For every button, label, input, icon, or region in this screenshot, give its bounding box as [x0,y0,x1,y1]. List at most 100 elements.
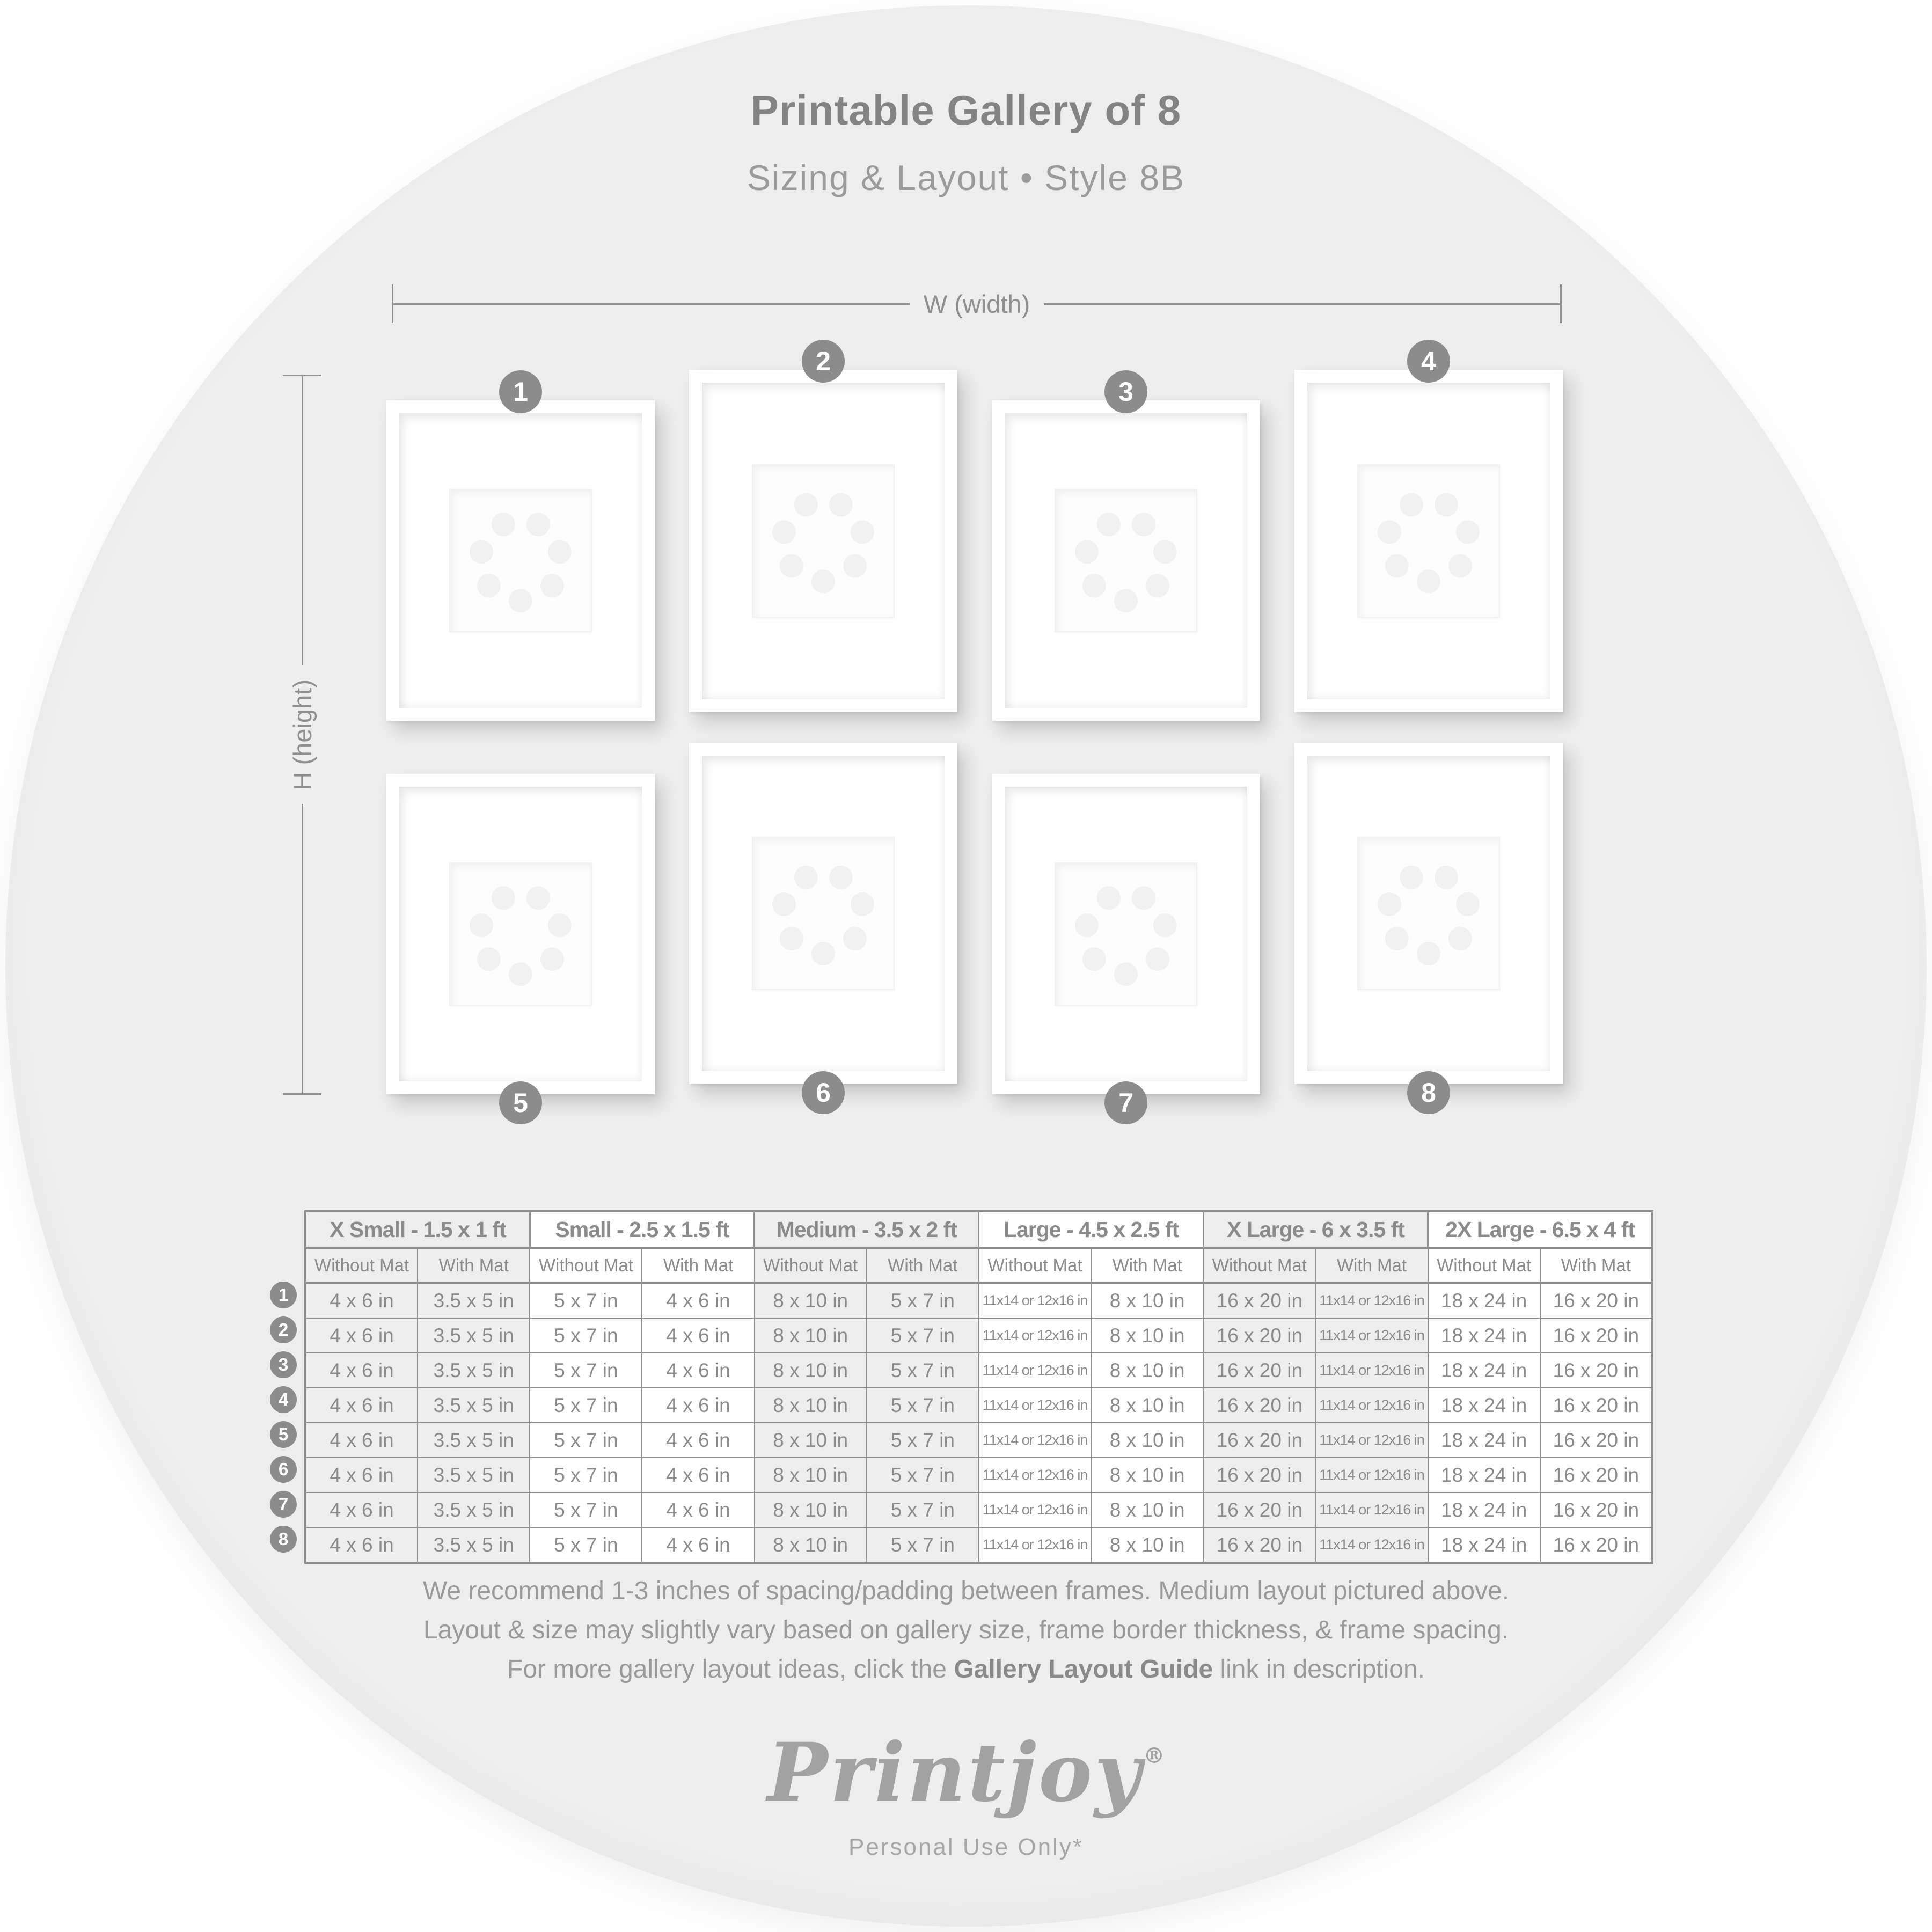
size-cell: 5 x 7 in [529,1352,643,1388]
row-number-badge: 2 [270,1316,297,1343]
placeholder-dot [1082,574,1107,598]
placeholder-dot [1377,520,1401,544]
row-number-badge: 6 [270,1456,297,1483]
placeholder-dot [829,493,853,517]
size-cell: 16 x 20 in [1203,1282,1316,1319]
placeholder-dot [548,913,572,937]
footer-line-3: For more gallery layout ideas, click the… [0,1650,1932,1689]
dimension-line-segment [393,303,910,305]
subheader-with-mat: With Mat [1091,1247,1204,1284]
placeholder-dot [509,589,532,613]
frame-artwork-area [751,836,895,991]
size-cell: 11x14 or 12x16 in [1315,1422,1429,1458]
size-cell: 11x14 or 12x16 in [978,1352,1092,1388]
page-title: Printable Gallery of 8 [750,86,1182,134]
placeholder-dot [811,569,835,593]
subheader-with-mat: With Mat [1315,1247,1429,1284]
placeholder-dot [477,574,501,598]
size-cell: 8 x 10 in [753,1492,867,1528]
row-number-badge: 3 [270,1351,297,1378]
size-cell: 18 x 24 in [1427,1422,1541,1458]
size-cell: 4 x 6 in [641,1318,755,1353]
size-cell: 16 x 20 in [1203,1318,1316,1353]
placeholder-dot [1399,493,1423,517]
size-cell: 4 x 6 in [304,1422,419,1458]
row-number-badge: 4 [270,1386,297,1413]
size-cell: 16 x 20 in [1539,1352,1653,1388]
placeholder-dot [851,520,875,544]
frame-mat [1005,413,1247,708]
size-cell: 16 x 20 in [1539,1387,1653,1423]
placeholder-dot [1448,926,1472,950]
frame-artwork-area [1357,836,1501,991]
size-cell: 5 x 7 in [866,1282,979,1319]
size-cell: 4 x 6 in [641,1492,755,1528]
size-cell: 11x14 or 12x16 in [1315,1492,1429,1528]
dimension-line-segment [301,804,303,1094]
size-cell: 16 x 20 in [1539,1492,1653,1528]
frame-artwork-area [449,862,592,1006]
size-cell: 8 x 10 in [753,1352,867,1388]
size-cell: 4 x 6 in [304,1387,419,1423]
placeholder-dot [1385,926,1409,950]
frame-mat [399,413,642,708]
frame-mat [702,383,945,699]
size-cell: 18 x 24 in [1427,1282,1541,1319]
size-cell: 5 x 7 in [866,1457,979,1493]
brand-wordmark: Printjoy [767,1725,1144,1820]
placeholder-dot [469,539,493,564]
size-cell: 11x14 or 12x16 in [1315,1457,1429,1493]
placeholder-dot [772,892,796,917]
size-table: X Small - 1.5 x 1 ft Small - 2.5 x 1.5 ft… [304,1210,1653,1564]
table-row: 4 x 6 in 3.5 x 5 in 5 x 7 in 4 x 6 in 8 x 10… [304,1318,1653,1353]
frame-2: 2 [689,340,957,712]
size-cell: 8 x 10 in [753,1318,867,1353]
size-cell: 5 x 7 in [866,1422,979,1458]
size-cell: 5 x 7 in [529,1527,643,1563]
placeholder-dot [548,539,572,564]
size-cell: 4 x 6 in [641,1527,755,1563]
circle-background [5,5,1927,1927]
placeholder-dot [1153,913,1177,937]
row-number-badge: 5 [270,1421,297,1448]
frame-artwork-area [751,464,895,618]
placeholder-dot [1153,539,1177,564]
footer-notes: We recommend 1-3 inches of spacing/paddi… [0,1571,1932,1689]
size-cell: 16 x 20 in [1539,1457,1653,1493]
placeholder-dots-icon [772,865,875,965]
size-cell: 16 x 20 in [1539,1422,1653,1458]
placeholder-dot [1114,962,1138,986]
frame-artwork-area [449,488,592,633]
size-cell: 11x14 or 12x16 in [1315,1318,1429,1353]
placeholder-dot [1399,865,1423,889]
size-cell: 11x14 or 12x16 in [978,1457,1092,1493]
size-cell: 11x14 or 12x16 in [978,1492,1092,1528]
frame-number-badge: 7 [1104,1081,1147,1124]
frame-number-badge: 3 [1104,370,1147,413]
size-cell: 16 x 20 in [1203,1527,1316,1563]
placeholder-dot [1417,941,1440,965]
size-cell: 5 x 7 in [866,1527,979,1563]
placeholder-dots-icon [1074,512,1177,613]
placeholder-dot [509,962,532,986]
frame-mat [702,756,945,1071]
placeholder-dot [780,554,804,578]
size-cell: 3.5 x 5 in [417,1457,531,1493]
size-cell: 5 x 7 in [866,1387,979,1423]
size-cell: 3.5 x 5 in [417,1282,531,1319]
row-number-badge: 8 [270,1526,297,1553]
frame-8: 8 [1294,743,1563,1114]
size-cell: 4 x 6 in [641,1422,755,1458]
size-cell: 8 x 10 in [753,1282,867,1319]
placeholder-dot [1456,892,1480,917]
size-cell: 18 x 24 in [1427,1318,1541,1353]
size-cell: 8 x 10 in [753,1457,867,1493]
group-header: X Small - 1.5 x 1 ft [304,1211,531,1249]
row-number-badge: 1 [270,1282,297,1308]
size-cell: 3.5 x 5 in [417,1352,531,1388]
frame-5: 5 [386,774,655,1124]
subheader-with-mat: With Mat [641,1247,755,1284]
size-cell: 5 x 7 in [529,1422,643,1458]
table-row: 4 x 6 in 3.5 x 5 in 5 x 7 in 4 x 6 in 8 x 10… [304,1387,1653,1423]
frame-mat [399,787,642,1081]
